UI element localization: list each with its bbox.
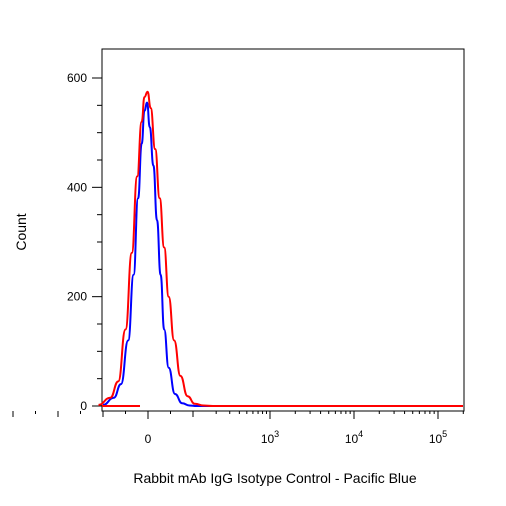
y-tick-label: 200 xyxy=(67,290,87,304)
x-axis: 0 103 104 105 xyxy=(12,411,464,446)
series-line-blue xyxy=(102,101,463,407)
y-tick-label: 0 xyxy=(80,399,87,413)
x-axis-title: Rabbit mAb IgG Isotype Control - Pacific… xyxy=(133,470,416,486)
series-layer xyxy=(98,90,463,407)
y-axis: 0 200 400 600 xyxy=(67,71,102,413)
y-tick-label: 600 xyxy=(67,71,87,85)
y-axis-title: Count xyxy=(13,213,29,250)
plot-frame xyxy=(101,48,465,412)
x-tick-label: 104 xyxy=(345,429,363,446)
series-line-red xyxy=(98,90,463,407)
x-tick-label: 0 xyxy=(145,432,152,446)
x-tick-label: 105 xyxy=(429,429,447,446)
x-tick-label: 103 xyxy=(261,429,279,446)
y-tick-label: 400 xyxy=(67,180,87,194)
